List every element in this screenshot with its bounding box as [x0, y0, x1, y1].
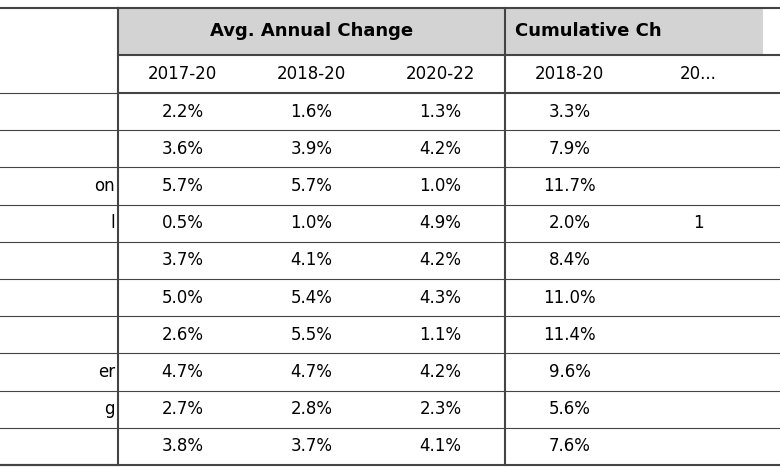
Text: 2.3%: 2.3%: [420, 400, 462, 418]
Text: 4.7%: 4.7%: [161, 363, 204, 381]
Text: 3.7%: 3.7%: [161, 251, 204, 269]
Bar: [505, 8, 763, 55]
Text: 4.7%: 4.7%: [291, 363, 332, 381]
Text: 1: 1: [693, 214, 704, 232]
Text: 4.3%: 4.3%: [420, 289, 462, 306]
Text: 4.2%: 4.2%: [420, 140, 462, 158]
Bar: [118, 55, 763, 93]
Bar: [0, 8, 118, 465]
Text: 2.0%: 2.0%: [548, 214, 590, 232]
Text: 4.2%: 4.2%: [420, 363, 462, 381]
Text: Avg. Annual Change: Avg. Annual Change: [210, 23, 413, 40]
Text: 5.0%: 5.0%: [161, 289, 204, 306]
Text: 5.7%: 5.7%: [291, 177, 332, 195]
Text: 1.1%: 1.1%: [420, 326, 462, 344]
Text: 8.4%: 8.4%: [548, 251, 590, 269]
Text: 5.5%: 5.5%: [291, 326, 332, 344]
Text: g: g: [105, 400, 115, 418]
Text: l: l: [111, 214, 115, 232]
Bar: [118, 93, 763, 465]
Text: 2.2%: 2.2%: [161, 102, 204, 121]
Text: 3.8%: 3.8%: [161, 438, 204, 455]
Text: 5.4%: 5.4%: [291, 289, 332, 306]
Text: 1.0%: 1.0%: [290, 214, 332, 232]
Text: 0.5%: 0.5%: [161, 214, 204, 232]
Text: 4.9%: 4.9%: [420, 214, 462, 232]
Text: 11.7%: 11.7%: [543, 177, 596, 195]
Text: 7.6%: 7.6%: [548, 438, 590, 455]
Text: 20...: 20...: [680, 65, 717, 83]
Text: 4.1%: 4.1%: [420, 438, 462, 455]
Text: 2020-22: 2020-22: [406, 65, 475, 83]
Text: er: er: [98, 363, 115, 381]
Text: 3.9%: 3.9%: [290, 140, 332, 158]
Text: 2018-20: 2018-20: [277, 65, 346, 83]
Bar: [118, 8, 505, 55]
Text: 3.3%: 3.3%: [548, 102, 590, 121]
Text: 2018-20: 2018-20: [535, 65, 604, 83]
Text: 11.4%: 11.4%: [543, 326, 596, 344]
Text: 5.7%: 5.7%: [161, 177, 204, 195]
Text: 2.6%: 2.6%: [161, 326, 204, 344]
Text: 1.6%: 1.6%: [290, 102, 332, 121]
Text: 11.0%: 11.0%: [543, 289, 596, 306]
Text: 3.7%: 3.7%: [290, 438, 332, 455]
Text: 1.0%: 1.0%: [420, 177, 462, 195]
Text: 5.6%: 5.6%: [548, 400, 590, 418]
Text: 1.3%: 1.3%: [420, 102, 462, 121]
Text: 2017-20: 2017-20: [148, 65, 217, 83]
Text: 4.2%: 4.2%: [420, 251, 462, 269]
Text: Cumulative Ch: Cumulative Ch: [515, 23, 661, 40]
Text: 9.6%: 9.6%: [548, 363, 590, 381]
Text: 3.6%: 3.6%: [161, 140, 204, 158]
Text: 7.9%: 7.9%: [548, 140, 590, 158]
Text: 2.8%: 2.8%: [290, 400, 332, 418]
Text: on: on: [94, 177, 115, 195]
Text: 2.7%: 2.7%: [161, 400, 204, 418]
Text: 4.1%: 4.1%: [290, 251, 332, 269]
